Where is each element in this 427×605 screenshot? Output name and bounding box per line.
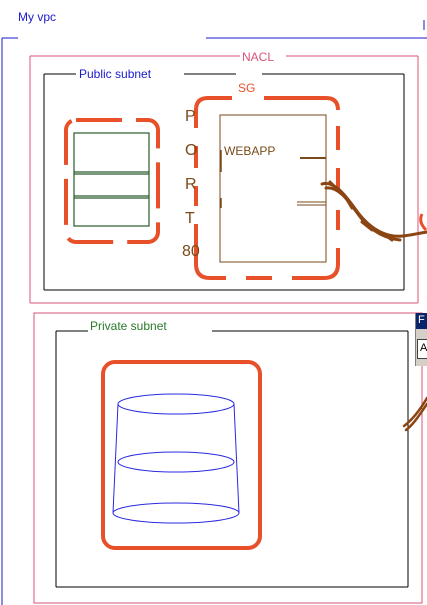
public-subnet-boundary: [43, 73, 405, 291]
scribble-connector-top: [320, 180, 427, 242]
private-subnet-boundary: [55, 330, 409, 588]
nacl-label: NACL: [242, 50, 275, 64]
database-highlight: [101, 360, 262, 550]
popup-menu-fragment[interactable]: F A: [415, 313, 427, 366]
security-group-label: SG: [238, 81, 256, 95]
server-highlight: [64, 118, 160, 244]
port-letter-p: P: [185, 108, 196, 125]
vpc-label: My vpc: [18, 10, 57, 24]
nacl-boundary-private: [33, 312, 423, 604]
port-letter-r: R: [185, 176, 197, 193]
offscreen-highlight-fragment: [419, 213, 427, 232]
public-subnet-label: Public subnet: [79, 67, 152, 81]
server-rack-icon: [73, 132, 150, 227]
port-letter-t: T: [185, 210, 195, 227]
popup-button[interactable]: A: [417, 339, 427, 359]
popup-item-1: F: [418, 314, 425, 326]
database-icon: [112, 393, 240, 524]
private-subnet-label: Private subnet: [90, 319, 167, 333]
security-group-boundary: [194, 96, 340, 280]
nacl-boundary-public: [29, 55, 419, 304]
scribble-connector-bottom: [402, 396, 427, 432]
vpc-boundary: [1, 37, 427, 605]
webapp-box: [219, 114, 327, 263]
webapp-label: WEBAPP: [224, 144, 276, 158]
port-letter-o: O: [185, 142, 198, 159]
popup-item-2: A: [420, 342, 427, 354]
popup-title-bar[interactable]: F: [416, 313, 427, 329]
port-number: 80: [182, 243, 200, 260]
